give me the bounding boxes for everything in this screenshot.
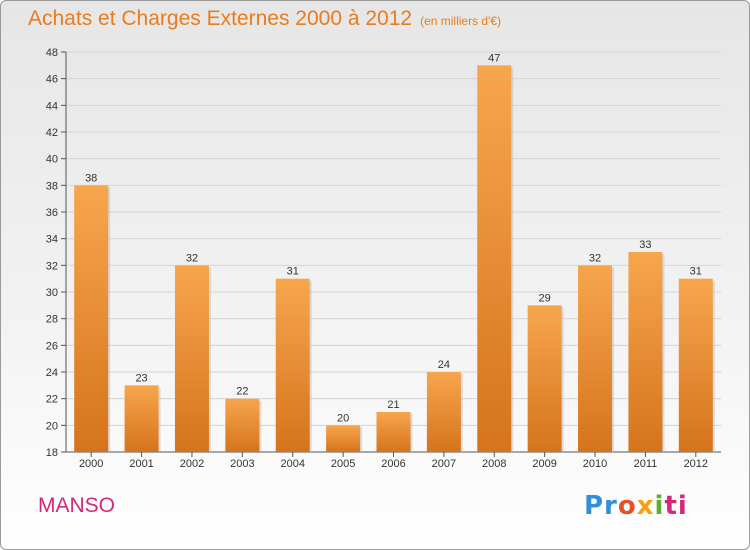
y-tick-label: 32 xyxy=(46,260,58,272)
y-tick-label: 44 xyxy=(46,100,58,112)
x-tick-label-2009: 2009 xyxy=(532,458,556,470)
y-tick-label: 48 xyxy=(46,47,58,59)
bar-2007 xyxy=(426,372,461,452)
y-tick-label: 38 xyxy=(46,180,58,192)
bar-2005 xyxy=(326,425,361,452)
y-tick-labels: 18 20 22 24 26 28 30 32 34 36 38 40 42 44 46 48 xyxy=(46,47,58,459)
y-tick-label: 42 xyxy=(46,127,58,139)
chart-title: Achats et Charges Externes 2000 à 2012 (e… xyxy=(28,7,501,31)
proxiti-logo: Proxiti xyxy=(584,491,688,521)
x-tick-label-2002: 2002 xyxy=(180,458,204,470)
bar-2006 xyxy=(376,412,411,452)
bar-2000 xyxy=(74,185,109,453)
y-tick-label: 28 xyxy=(46,314,58,326)
x-tick-label-2006: 2006 xyxy=(381,458,405,470)
x-tick-label-2003: 2003 xyxy=(230,458,254,470)
y-tick-label: 20 xyxy=(46,420,58,432)
value-labels: 38 23 32 22 31 20 21 24 47 29 32 33 31 xyxy=(85,52,702,424)
x-tick-label-2001: 2001 xyxy=(129,458,153,470)
value-label-2006: 21 xyxy=(387,399,399,411)
y-tick-label: 26 xyxy=(46,340,58,352)
bar-2002 xyxy=(174,265,209,452)
x-tick-label-2011: 2011 xyxy=(634,458,658,470)
bar-2010 xyxy=(578,265,613,452)
value-label-2011: 33 xyxy=(639,239,651,251)
x-tick-label-2000: 2000 xyxy=(79,458,103,470)
y-tick-label: 46 xyxy=(46,74,58,86)
x-tick-label-2007: 2007 xyxy=(432,458,456,470)
y-tick-label: 30 xyxy=(46,287,58,299)
value-label-2005: 20 xyxy=(337,412,349,424)
y-tick-label: 18 xyxy=(46,447,58,459)
value-label-2008: 47 xyxy=(488,52,500,64)
commune-name: MANSO xyxy=(38,494,116,517)
chart-title-text: Achats et Charges Externes 2000 à 2012 xyxy=(28,7,413,30)
bar-2012 xyxy=(678,278,713,452)
y-tick-label: 24 xyxy=(46,367,58,379)
value-label-2012: 31 xyxy=(690,266,702,278)
y-tick-label: 22 xyxy=(46,394,58,406)
bars xyxy=(74,65,715,453)
grid-lines xyxy=(66,51,721,453)
bar-2003 xyxy=(225,398,260,452)
value-label-2010: 32 xyxy=(589,252,601,264)
bar-2004 xyxy=(275,278,310,452)
x-tick-labels: 2000 2001 2002 2003 2004 2005 2006 2007 2008 2009… xyxy=(79,458,708,470)
x-tick-label-2005: 2005 xyxy=(331,458,355,470)
x-tick-label-2004: 2004 xyxy=(280,458,304,470)
y-tick-label: 40 xyxy=(46,154,58,166)
value-label-2001: 23 xyxy=(135,372,147,384)
bar-2011 xyxy=(628,252,663,452)
bar-2001 xyxy=(124,385,159,452)
value-label-2003: 22 xyxy=(236,386,248,398)
x-tick-label-2010: 2010 xyxy=(583,458,607,470)
value-label-2002: 32 xyxy=(186,252,198,264)
x-tick-label-2012: 2012 xyxy=(684,458,708,470)
x-tick-label-2008: 2008 xyxy=(482,458,506,470)
y-tick-label: 34 xyxy=(46,234,58,246)
value-label-2009: 29 xyxy=(539,292,551,304)
value-label-2004: 31 xyxy=(287,266,299,278)
value-label-2000: 38 xyxy=(85,172,97,184)
chart-subtitle: (en milliers d'€) xyxy=(420,14,502,28)
bar-2008 xyxy=(477,65,512,452)
bar-2009 xyxy=(527,305,562,452)
y-tick-label: 36 xyxy=(46,207,58,219)
value-label-2007: 24 xyxy=(438,359,450,371)
